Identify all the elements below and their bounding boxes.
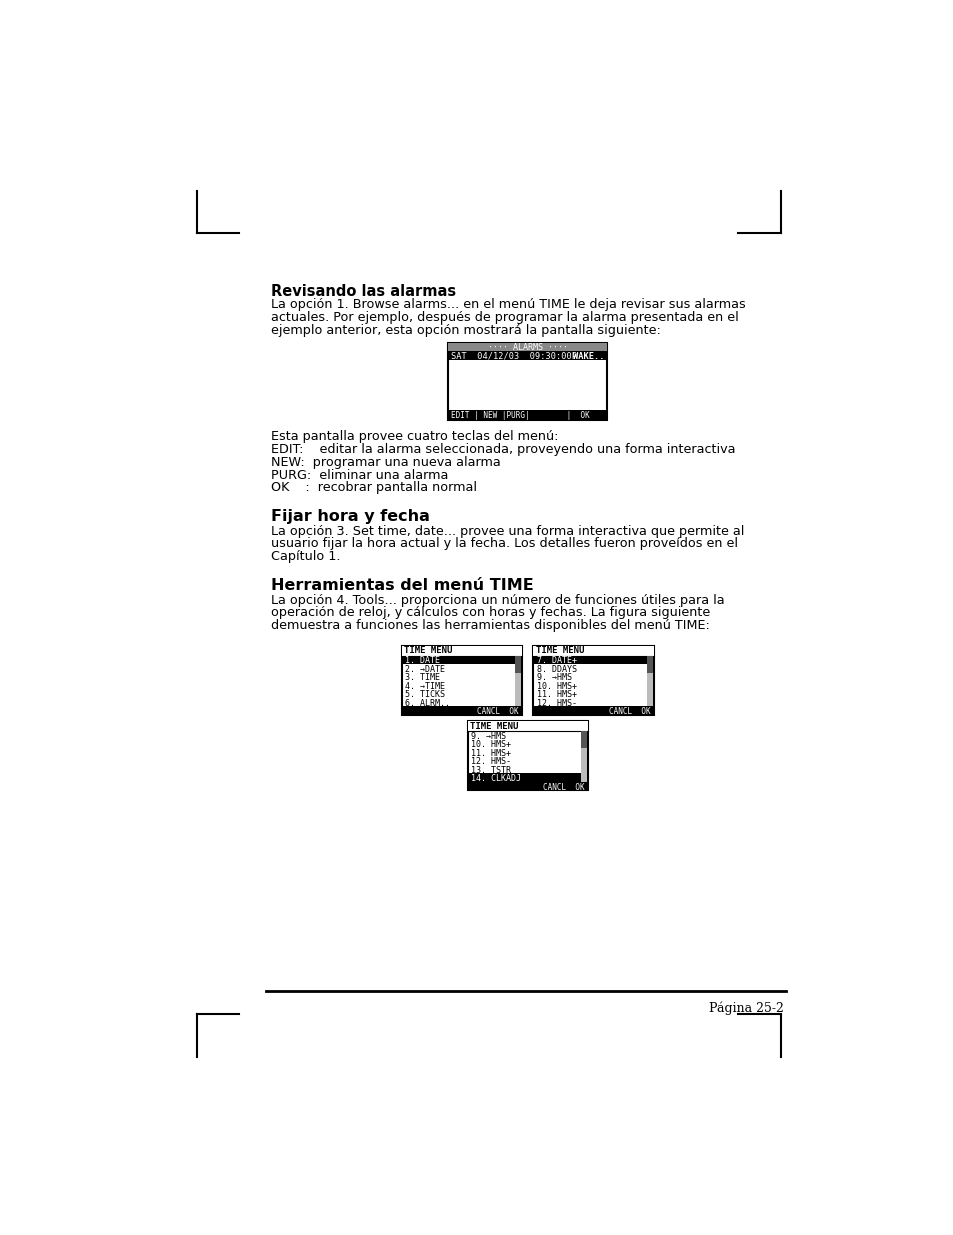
Text: OK    :  recobrar pantalla normal: OK : recobrar pantalla normal [271, 482, 476, 494]
Bar [515, 656, 520, 706]
Bar [448, 342, 606, 351]
Text: demuestra a funciones las herramientas disponibles del menú TIME:: demuestra a funciones las herramientas d… [271, 619, 709, 632]
Text: ejemplo anterior, esta opción mostrará la pantalla siguiente:: ejemplo anterior, esta opción mostrará l… [271, 324, 660, 337]
Bar [646, 656, 652, 706]
Bar [580, 731, 586, 748]
Text: Página 25-2: Página 25-2 [709, 1002, 783, 1015]
Bar [468, 773, 586, 782]
Text: La opción 1. Browse alarms... en el menú TIME le deja revisar sus alarmas: La opción 1. Browse alarms... en el menú… [271, 299, 745, 311]
Text: ···· ALARMS ····: ···· ALARMS ···· [487, 343, 567, 352]
Text: Herramientas del menú TIME: Herramientas del menú TIME [271, 578, 534, 593]
Text: 9. →HMS: 9. →HMS [536, 673, 571, 683]
Text: La opción 3. Set time, date... provee una forma interactiva que permite al: La opción 3. Set time, date... provee un… [271, 525, 743, 537]
Bar [401, 646, 521, 656]
Text: 10. HMS+: 10. HMS+ [470, 740, 510, 750]
Bar [467, 782, 587, 790]
Text: La opción 4. Tools... proporciona un número de funciones útiles para la: La opción 4. Tools... proporciona un núm… [271, 594, 724, 606]
Text: 11. HMS+: 11. HMS+ [470, 748, 510, 758]
Bar [402, 656, 520, 664]
Bar [534, 656, 652, 664]
Text: 12. HMS-: 12. HMS- [470, 757, 510, 766]
Text: CANCL  OK: CANCL OK [476, 708, 518, 716]
Text: 10. HMS+: 10. HMS+ [536, 682, 576, 690]
Bar [448, 351, 606, 361]
Text: usuario fijar la hora actual y la fecha. Los detalles fueron proveídos en el: usuario fijar la hora actual y la fecha.… [271, 537, 738, 551]
Text: TIME MENU: TIME MENU [470, 721, 517, 731]
Text: Fijar hora y fecha: Fijar hora y fecha [271, 509, 430, 525]
Text: PURG:  eliminar una alarma: PURG: eliminar una alarma [271, 468, 448, 482]
Bar [401, 706, 521, 715]
Text: CANCL  OK: CANCL OK [542, 783, 584, 792]
Text: 8. DDAYS: 8. DDAYS [536, 664, 576, 674]
Text: 3. TIME: 3. TIME [404, 673, 439, 683]
Text: NEW:  programar una nueva alarma: NEW: programar una nueva alarma [271, 456, 500, 469]
Text: CANCL  OK: CANCL OK [608, 708, 650, 716]
Text: 14. CLKADJ: 14. CLKADJ [470, 774, 520, 783]
Bar [467, 721, 587, 731]
Text: 6. ALRM..: 6. ALRM.. [404, 699, 450, 708]
Bar [533, 706, 653, 715]
Bar [533, 646, 653, 656]
Bar [580, 731, 586, 782]
Text: 9. →HMS: 9. →HMS [470, 732, 505, 741]
Text: TIME MENU: TIME MENU [536, 646, 583, 656]
Bar [533, 646, 653, 715]
Text: 4. →TIME: 4. →TIME [404, 682, 444, 690]
Text: 7. DATE+: 7. DATE+ [536, 656, 576, 666]
Text: Capítulo 1.: Capítulo 1. [271, 550, 340, 563]
Text: 13. TSTR: 13. TSTR [470, 766, 510, 774]
Text: 2. →DATE: 2. →DATE [404, 664, 444, 674]
Text: 1. DATE: 1. DATE [404, 656, 439, 666]
Bar [448, 410, 606, 420]
Text: Esta pantalla provee cuatro teclas del menú:: Esta pantalla provee cuatro teclas del m… [271, 431, 558, 443]
Bar [401, 646, 521, 715]
Text: SAT  04/12/03  09:30:00P: SAT 04/12/03 09:30:00P [450, 352, 576, 361]
Text: 11. HMS+: 11. HMS+ [536, 690, 576, 699]
Text: TIME MENU: TIME MENU [404, 646, 452, 656]
Bar [467, 721, 587, 790]
Bar [515, 656, 520, 673]
Text: EDIT:    editar la alarma seleccionada, proveyendo una forma interactiva: EDIT: editar la alarma seleccionada, pro… [271, 443, 735, 456]
Text: EDIT | NEW |PURG|        |  OK: EDIT | NEW |PURG| | OK [451, 411, 590, 420]
Text: 5. TICKS: 5. TICKS [404, 690, 444, 699]
Bar [646, 656, 652, 673]
Text: Revisando las alarmas: Revisando las alarmas [271, 284, 456, 300]
Text: WAKE..: WAKE.. [572, 352, 603, 361]
Text: 12. HMS-: 12. HMS- [536, 699, 576, 708]
Bar [448, 342, 606, 420]
Text: operación de reloj, y cálculos con horas y fechas. La figura siguiente: operación de reloj, y cálculos con horas… [271, 606, 710, 619]
Text: actuales. Por ejemplo, después de programar la alarma presentada en el: actuales. Por ejemplo, después de progra… [271, 311, 739, 324]
